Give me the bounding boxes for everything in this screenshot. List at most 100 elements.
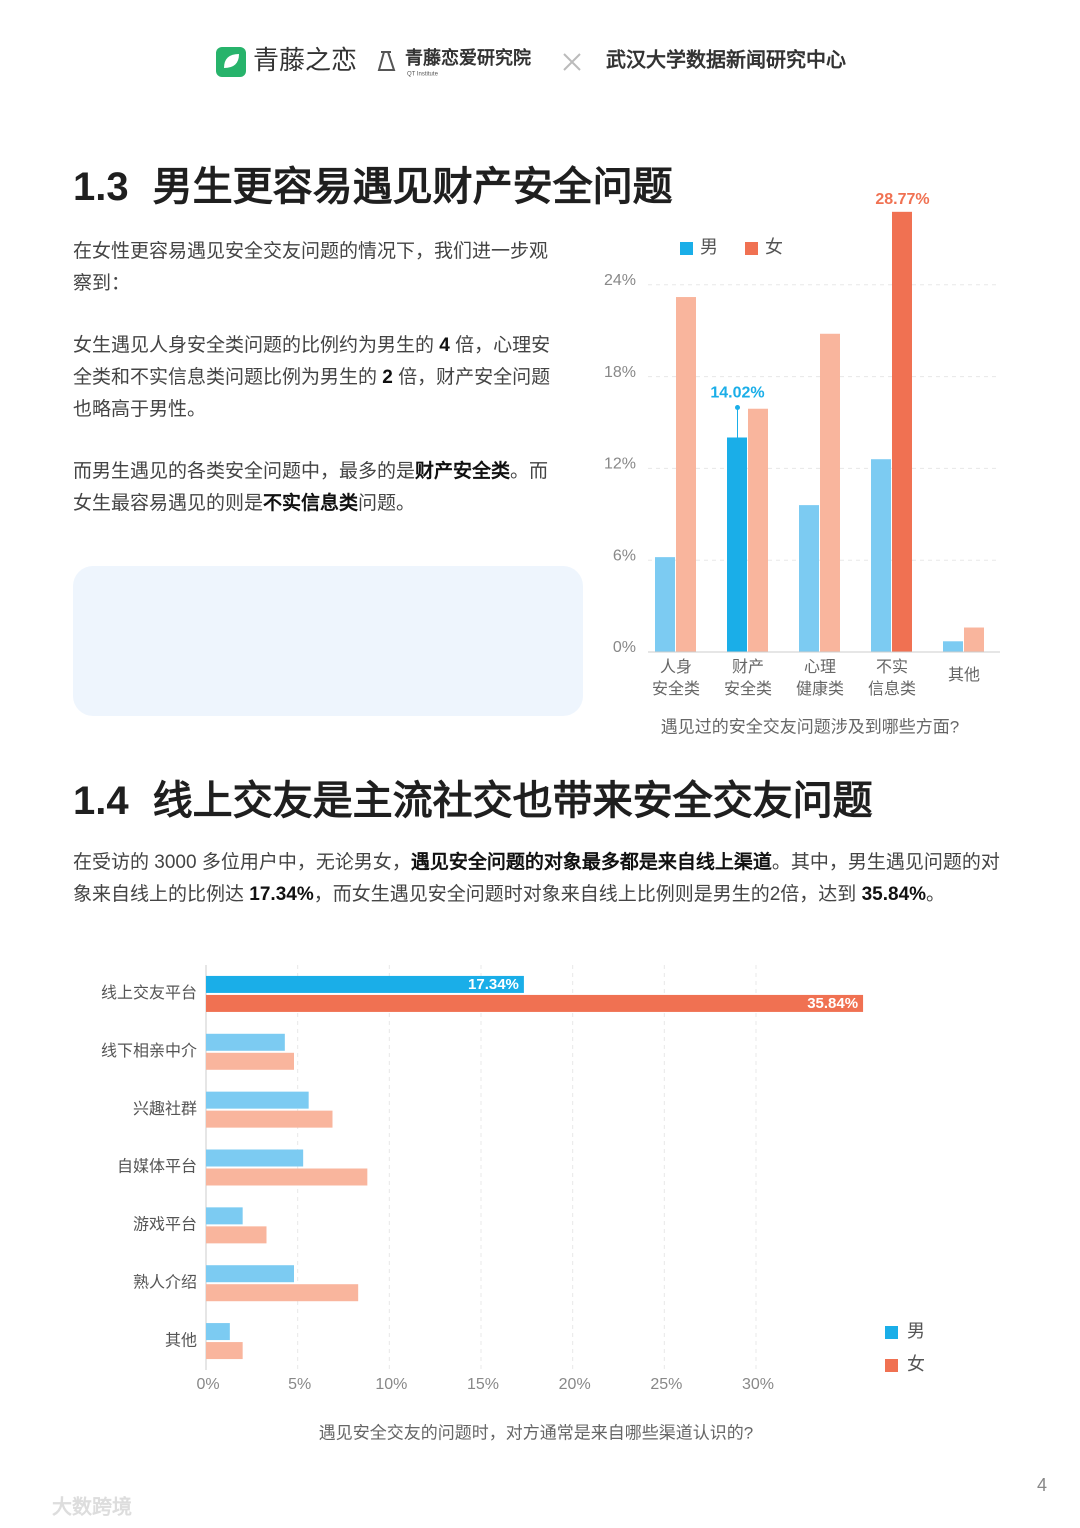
y-tick-label: 自媒体平台 xyxy=(117,1158,197,1176)
value-label: 28.77% xyxy=(875,191,929,208)
bar xyxy=(206,1284,359,1302)
legend-swatch xyxy=(745,242,758,255)
y-tick-label: 兴趣社群 xyxy=(133,1100,197,1118)
x-tick-label: 5% xyxy=(288,1376,311,1393)
bar xyxy=(964,627,984,652)
bar xyxy=(206,1265,294,1283)
legend-swatch xyxy=(885,1359,898,1372)
bar xyxy=(820,333,840,652)
page-number: 4 xyxy=(1037,1475,1047,1495)
bold-text: 遇见安全问题的对象最多都是来自线上渠道 xyxy=(410,852,772,873)
text: 倍，心理安全类和不实信息类问题比例为男生的 xyxy=(73,335,551,388)
legend-label: 女 xyxy=(765,237,783,257)
text: 女生遇见人身安全类问题的比例约为男生的 xyxy=(73,335,440,356)
bar xyxy=(206,1342,243,1360)
y-tick-label: 线上交友平台 xyxy=(101,984,197,1002)
text: 在女性更容易遇见安全交友问题的情况下，我们进一步观察到： xyxy=(73,241,549,294)
bar xyxy=(799,505,819,652)
bold-text: 财产安全类 xyxy=(415,461,511,482)
y-tick-label: 24% xyxy=(604,272,636,289)
text: 在受访的 3000 多位用户中，无论男女， xyxy=(73,852,411,873)
watermark: 大数跨境 xyxy=(52,1494,132,1518)
y-tick-label: 游戏平台 xyxy=(133,1216,197,1234)
bar xyxy=(727,437,747,652)
x-tick-label: 其他 xyxy=(948,666,980,684)
x-tick-label: 25% xyxy=(650,1376,682,1393)
bar xyxy=(206,1110,333,1128)
bold-text: 4 xyxy=(439,335,450,356)
y-tick-label: 0% xyxy=(613,639,636,656)
value-label: 14.02% xyxy=(710,385,764,402)
bold-text: 2 xyxy=(382,367,393,388)
legend-label: 男 xyxy=(700,237,718,257)
x-tick-label: 10% xyxy=(375,1376,407,1393)
section-body: 在女性更容易遇见安全交友问题的情况下，我们进一步观察到： 女生遇见人身安全类问题的… xyxy=(73,236,563,550)
institute-icon xyxy=(377,51,396,71)
bar xyxy=(206,1052,294,1070)
x-tick-label: 人身安全类 xyxy=(652,658,700,698)
bar xyxy=(206,1033,285,1051)
bar xyxy=(206,1168,368,1186)
section-number: 1.3 xyxy=(73,165,129,209)
institute: 青藤恋爱研究院 xyxy=(405,47,531,68)
chart-caption: 遇见过的安全交友问题涉及到哪些方面? xyxy=(661,717,959,736)
text: 。而女生最容易遇见的则是 xyxy=(73,461,549,514)
x-tick-label: 15% xyxy=(467,1376,499,1393)
legend-label: 女 xyxy=(907,1354,925,1374)
bold-text: 17.34% xyxy=(249,884,314,905)
partner: 武汉大学数据新闻研究中心 xyxy=(606,47,846,71)
x-tick-label: 0% xyxy=(196,1376,219,1393)
section-heading: 线上交友是主流社交也带来安全交友问题 xyxy=(152,779,873,823)
bar xyxy=(206,975,524,993)
y-tick-label: 12% xyxy=(604,456,636,473)
bar xyxy=(206,1323,230,1341)
section-title: 1.3 男生更容易遇见财产安全问题 xyxy=(73,154,697,212)
section-heading: 男生更容易遇见财产安全问题 xyxy=(152,165,673,209)
bar xyxy=(871,459,891,652)
x-tick-label: 财产安全类 xyxy=(724,658,772,698)
value-label: 35.84% xyxy=(807,995,858,1012)
cross-icon xyxy=(563,53,581,71)
y-tick-label: 线下相亲中介 xyxy=(101,1042,197,1060)
institute-en: QT Institute xyxy=(407,72,439,78)
bar xyxy=(748,408,768,652)
text: 。其中，男生遇见问题的对象来自线上的比例达 xyxy=(73,852,1000,905)
bar xyxy=(655,557,675,652)
section-number: 1.4 xyxy=(73,779,129,823)
bold-text: 不实信息类 xyxy=(263,493,359,514)
paragraph: 而男生遇见的各类安全问题中，最多的是财产安全类。而女生最容易遇见的则是不实信息类… xyxy=(73,456,563,520)
paragraph: 女生遇见人身安全类问题的比例约为男生的 4 倍，心理安全类和不实信息类问题比例为… xyxy=(73,330,563,426)
value-label: 17.34% xyxy=(468,976,519,993)
chart-caption: 遇见安全交友的问题时，对方通常是来自哪些渠道认识的? xyxy=(319,1423,753,1442)
x-tick-label: 心理健康类 xyxy=(796,658,844,698)
text: 倍，财产安全问题也略高于男性。 xyxy=(73,367,551,420)
text: 。 xyxy=(926,884,946,905)
section-title: 1.4 线上交友是主流社交也带来安全交友问题 xyxy=(73,768,897,826)
y-tick-label: 18% xyxy=(604,364,636,381)
x-tick-label: 20% xyxy=(559,1376,591,1393)
x-tick-label: 30% xyxy=(742,1376,774,1393)
section-body: 在受访的 3000 多位用户中，无论男女，遇见安全问题的对象最多都是来自线上渠道… xyxy=(73,847,1003,941)
text: 而男生遇见的各类安全问题中，最多的是 xyxy=(73,461,416,482)
legend-label: 男 xyxy=(907,1321,925,1341)
x-tick-label: 不实信息类 xyxy=(868,658,916,698)
bar xyxy=(943,641,963,652)
bar xyxy=(206,994,864,1012)
bold-text: 35.84% xyxy=(861,884,927,905)
text: 问题。 xyxy=(358,493,416,514)
logo-leaf xyxy=(224,54,239,68)
brand: 青藤之恋 xyxy=(253,45,357,75)
y-tick-label: 其他 xyxy=(165,1331,197,1349)
bar xyxy=(206,1091,309,1109)
legend-swatch xyxy=(680,242,693,255)
bar xyxy=(206,1226,267,1244)
bar xyxy=(206,1207,243,1225)
bar xyxy=(206,1149,304,1167)
placeholder-box xyxy=(73,566,583,716)
paragraph: 在女性更容易遇见安全交友问题的情况下，我们进一步观察到： xyxy=(73,236,563,300)
y-tick-label: 6% xyxy=(613,547,636,564)
legend-swatch xyxy=(885,1326,898,1339)
text: ，而女生遇见安全问题时对象来自线上比例则是男生的2倍，达到 xyxy=(313,884,862,905)
bar xyxy=(676,297,696,652)
